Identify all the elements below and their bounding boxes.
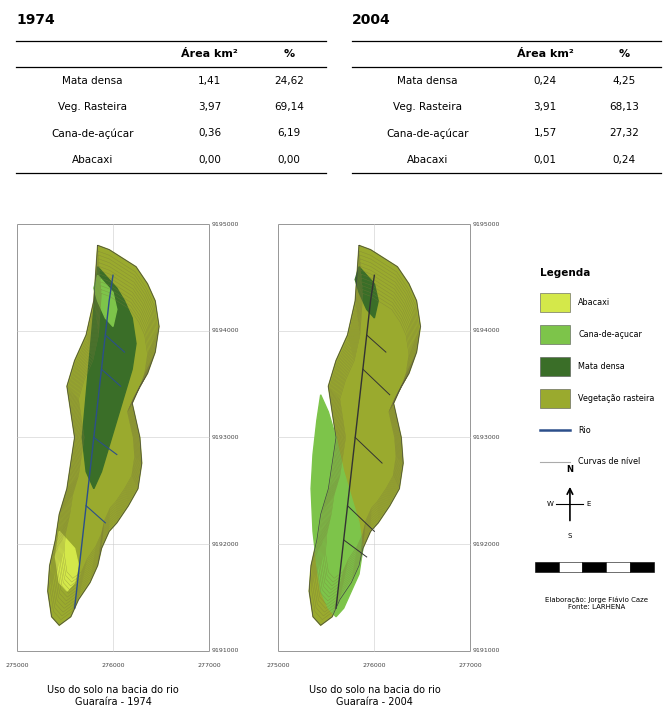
Text: Área km²: Área km² — [181, 49, 238, 59]
Text: E: E — [586, 501, 590, 507]
Text: 276000: 276000 — [362, 663, 386, 668]
Text: 0,00: 0,00 — [277, 155, 300, 165]
Text: Curvas de nível: Curvas de nível — [578, 457, 640, 467]
Text: 1974: 1974 — [16, 13, 55, 27]
Bar — [540, 357, 570, 375]
Bar — [582, 561, 606, 573]
Text: Mata densa: Mata densa — [397, 76, 458, 86]
Polygon shape — [355, 267, 378, 318]
Text: %: % — [283, 49, 295, 59]
Text: Veg. Rasteira: Veg. Rasteira — [58, 102, 127, 112]
Text: 9195000: 9195000 — [473, 221, 501, 226]
Text: 6,19: 6,19 — [277, 129, 301, 139]
Text: 277000: 277000 — [197, 663, 221, 668]
Polygon shape — [94, 275, 117, 327]
Text: 27,32: 27,32 — [609, 129, 639, 139]
Text: 276000: 276000 — [101, 663, 125, 668]
Text: 9195000: 9195000 — [211, 221, 239, 226]
Bar — [535, 561, 559, 573]
Text: 2004: 2004 — [352, 13, 391, 27]
Text: 277000: 277000 — [458, 663, 482, 668]
Text: 9192000: 9192000 — [211, 542, 239, 547]
Text: W: W — [547, 501, 554, 507]
Text: 0,24: 0,24 — [613, 155, 635, 165]
Text: Veg. Rasteira: Veg. Rasteira — [393, 102, 462, 112]
Text: 0,00: 0,00 — [199, 155, 221, 165]
Text: %: % — [619, 49, 629, 59]
Text: 1,41: 1,41 — [198, 76, 221, 86]
Text: Rio: Rio — [578, 426, 590, 435]
Polygon shape — [309, 245, 421, 625]
Polygon shape — [48, 245, 159, 625]
Text: Cana-de-açúcar: Cana-de-açúcar — [386, 128, 468, 139]
Text: 0,24: 0,24 — [533, 76, 556, 86]
Text: 9194000: 9194000 — [211, 328, 239, 333]
Bar — [540, 389, 570, 407]
Text: Uso do solo na bacia do rio
Guaraíra - 1974: Uso do solo na bacia do rio Guaraíra - 1… — [47, 685, 179, 707]
Text: 24,62: 24,62 — [274, 76, 304, 86]
Text: Cana-de-açucar: Cana-de-açucar — [578, 330, 642, 339]
Text: 9191000: 9191000 — [473, 648, 501, 653]
Text: Área km²: Área km² — [517, 49, 574, 59]
Text: 3,91: 3,91 — [533, 102, 557, 112]
Text: 275000: 275000 — [5, 663, 29, 668]
Text: 4,25: 4,25 — [613, 76, 635, 86]
Text: Mata densa: Mata densa — [578, 362, 625, 371]
Text: 0,01: 0,01 — [533, 155, 556, 165]
Text: Vegetação rasteira: Vegetação rasteira — [578, 394, 654, 403]
Text: 68,13: 68,13 — [609, 102, 639, 112]
Bar — [278, 224, 470, 651]
Text: 9192000: 9192000 — [473, 542, 501, 547]
Text: 275000: 275000 — [266, 663, 291, 668]
Polygon shape — [83, 267, 136, 489]
Text: Elaboração: Jorge Flávio Caze
Fonte: LARHENA: Elaboração: Jorge Flávio Caze Fonte: LAR… — [546, 597, 648, 610]
Text: 0,36: 0,36 — [198, 129, 221, 139]
Text: N: N — [566, 465, 574, 474]
Bar — [559, 561, 582, 573]
Text: 9191000: 9191000 — [211, 648, 239, 653]
Text: Abacaxi: Abacaxi — [578, 298, 610, 307]
Bar — [630, 561, 654, 573]
Text: 1,57: 1,57 — [533, 129, 557, 139]
Polygon shape — [311, 395, 363, 617]
Text: Legenda: Legenda — [540, 268, 590, 279]
Bar — [540, 325, 570, 344]
Text: 9193000: 9193000 — [211, 435, 239, 440]
Bar — [606, 561, 630, 573]
Text: Mata densa: Mata densa — [62, 76, 122, 86]
Text: 3,97: 3,97 — [198, 102, 221, 112]
Text: 69,14: 69,14 — [274, 102, 304, 112]
Text: Uso do solo na bacia do rio
Guaraíra - 2004: Uso do solo na bacia do rio Guaraíra - 2… — [309, 685, 440, 707]
Text: Abacaxi: Abacaxi — [407, 155, 448, 165]
Bar — [540, 293, 570, 312]
Text: 9193000: 9193000 — [473, 435, 501, 440]
Text: 9194000: 9194000 — [473, 328, 501, 333]
Polygon shape — [56, 532, 79, 591]
Bar — [17, 224, 209, 651]
Text: Cana-de-açúcar: Cana-de-açúcar — [51, 128, 134, 139]
Text: Abacaxi: Abacaxi — [71, 155, 113, 165]
Text: S: S — [568, 533, 572, 539]
